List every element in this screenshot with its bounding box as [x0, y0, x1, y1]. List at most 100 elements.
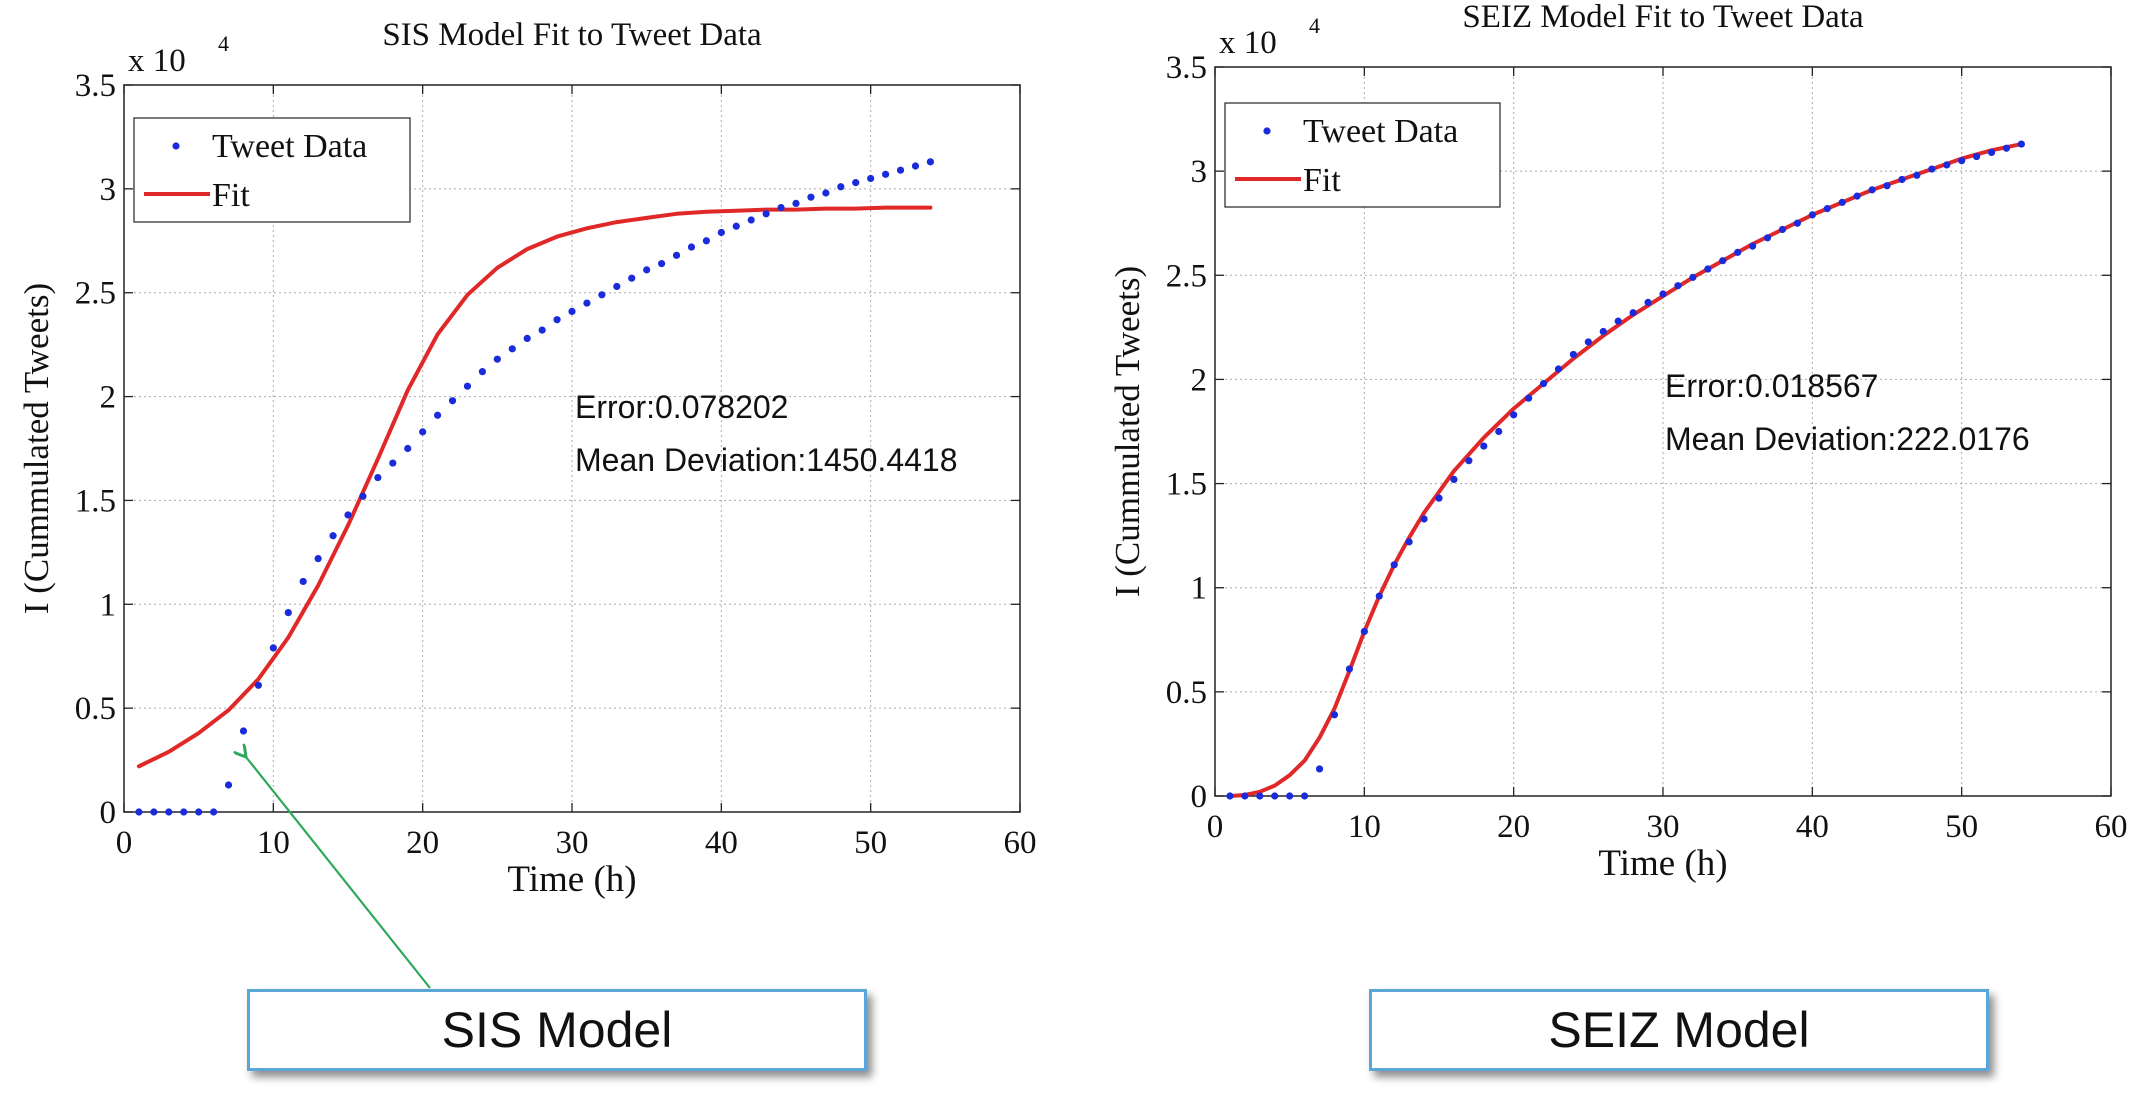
sis-xtick-label: 60: [1004, 825, 1037, 861]
sis-data-point: [702, 237, 711, 245]
sis-legend-box: [133, 117, 411, 223]
sis-data-point: [508, 345, 516, 353]
sis-ytick-label: 3: [100, 172, 117, 208]
seiz-data-point: [1614, 317, 1622, 325]
sis-data-point: [224, 781, 233, 789]
seiz-data-point: [1315, 765, 1324, 773]
seiz-xtick-label: 60: [2095, 809, 2128, 845]
sis-data-point: [687, 243, 696, 251]
seiz-ytick-label: 0: [1191, 779, 1208, 815]
sis-ytick-label: 2.5: [75, 276, 116, 312]
sis-data-point: [732, 222, 740, 230]
seiz-data-point: [1958, 157, 1966, 165]
seiz-data-point: [1883, 182, 1891, 190]
seiz-ytick-label: 0.5: [1166, 675, 1207, 711]
seiz-model-label: SEIZ Model: [1369, 989, 1989, 1071]
seiz-ytick-label: 2.5: [1166, 258, 1207, 294]
sis-data-point: [195, 808, 203, 816]
seiz-legend-box: [1224, 102, 1501, 208]
sis-data-point: [926, 158, 935, 166]
sis-data-point: [792, 199, 800, 207]
seiz-xtick-label: 0: [1207, 809, 1224, 845]
seiz-data-point: [1360, 627, 1368, 636]
sis-annotation-mean-deviation: Mean Deviation:1450.4418: [575, 442, 958, 478]
seiz-legend-marker-data: [1263, 127, 1271, 135]
sis-data-point: [284, 608, 292, 617]
seiz-xtick-label: 40: [1796, 809, 1829, 845]
seiz-chart-title: SEIZ Model Fit to Tweet Data: [1462, 0, 1864, 35]
sis-data-point: [613, 282, 621, 291]
sis-legend-label-fit: Fit: [212, 177, 250, 214]
sis-xtick-label: 20: [406, 825, 439, 861]
sis-data-point: [165, 808, 173, 816]
seiz-data-point: [1569, 350, 1577, 359]
seiz-data-point: [1868, 186, 1876, 194]
seiz-data-point: [1599, 327, 1607, 336]
sis-data-point: [150, 808, 158, 816]
sis-data-point: [837, 183, 845, 191]
sis-data-point: [747, 216, 755, 224]
sis-exponent-power: 4: [218, 31, 229, 56]
seiz-ytick-label: 3: [1191, 154, 1208, 190]
seiz-xtick-label: 50: [1945, 809, 1978, 845]
sis-ytick-label: 3.5: [75, 68, 116, 104]
sis-data-point: [672, 251, 681, 259]
seiz-data-point: [1271, 792, 1279, 800]
seiz-data-point: [1704, 265, 1712, 273]
sis-data-point: [867, 174, 875, 183]
seiz-legend-label-data: Tweet Data: [1303, 113, 1458, 150]
sis-data-point: [478, 368, 486, 376]
sis-xtick-label: 0: [116, 825, 133, 861]
sis-legend-marker-data: [172, 142, 180, 150]
seiz-exponent-label: x 10: [1219, 25, 1277, 61]
seiz-data-point: [1838, 198, 1846, 206]
sis-ytick-label: 2: [100, 380, 117, 416]
seiz-y-axis-label: I (Cummulated Tweets): [1108, 266, 1147, 597]
sis-ytick-label: 1: [100, 587, 117, 623]
sis-ytick-label: 1.5: [75, 483, 116, 519]
seiz-data-point: [1674, 282, 1682, 290]
seiz-annotation-mean-deviation: Mean Deviation:222.0176: [1665, 421, 2030, 457]
seiz-x-axis-label: Time (h): [1598, 843, 1727, 884]
seiz-data-point: [1689, 273, 1697, 281]
seiz-annotation-error: Error:0.018567: [1665, 368, 1878, 404]
seiz-data-point: [1465, 457, 1473, 465]
seiz-xtick-label: 10: [1348, 809, 1381, 845]
sis-data-point: [822, 189, 830, 197]
sis-legend-label-data: Tweet Data: [212, 128, 367, 165]
sis-data-point: [389, 459, 397, 467]
sis-data-point: [523, 334, 531, 343]
sis-data-point: [658, 260, 666, 268]
sis-xtick-label: 50: [854, 825, 887, 861]
seiz-data-point: [1763, 234, 1772, 242]
sis-data-point: [717, 228, 725, 237]
seiz-exponent-power: 4: [1309, 13, 1320, 38]
sis-data-point: [374, 473, 382, 482]
sis-data-point: [807, 193, 815, 201]
seiz-data-point: [1987, 148, 1996, 156]
seiz-ytick-label: 1: [1191, 571, 1208, 607]
seiz-data-point: [1510, 411, 1518, 419]
seiz-data-point: [1913, 171, 1921, 179]
seiz-data-point: [1778, 225, 1787, 234]
sis-data-point: [568, 307, 576, 316]
seiz-data-point: [1749, 242, 1757, 250]
sis-chart: 0 10 20 30 40 50 60 0 0.5 1 1.5 2 2.5 3 3.5 x 10 4 SIS Mo…: [17, 17, 1037, 900]
sis-x-axis-label: Time (h): [507, 859, 636, 900]
seiz-data-point: [1226, 792, 1234, 800]
sis-data-point: [896, 166, 905, 174]
sis-data-point: [359, 492, 367, 500]
seiz-data-point: [1943, 161, 1951, 169]
seiz-legend-label-fit: Fit: [1303, 162, 1341, 199]
sis-data-point: [583, 299, 591, 307]
sis-data-point: [344, 511, 352, 519]
seiz-data-point: [1793, 219, 1801, 227]
sis-data-point: [911, 162, 920, 170]
sis-annotation-error: Error:0.078202: [575, 389, 788, 425]
sis-data-point: [329, 532, 337, 540]
sis-data-point: [404, 444, 412, 453]
sis-data-point: [852, 179, 860, 187]
sis-data-point: [882, 170, 890, 178]
seiz-xtick-label: 30: [1647, 809, 1680, 845]
